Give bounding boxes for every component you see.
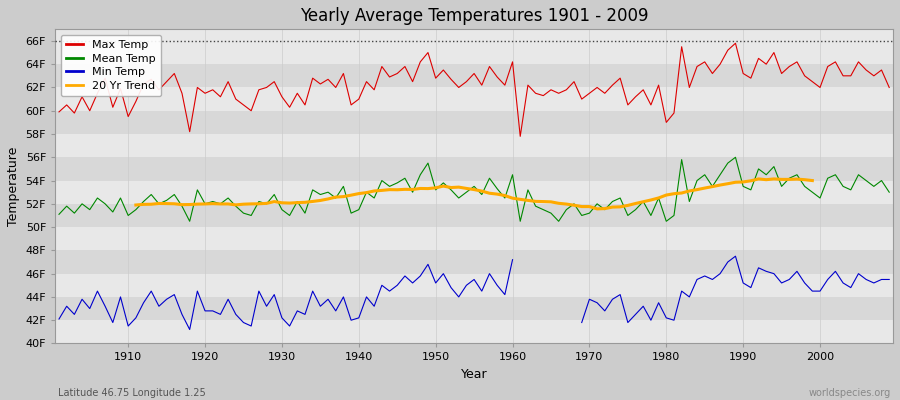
- X-axis label: Year: Year: [461, 368, 488, 381]
- Bar: [55, 204, 893, 227]
- Title: Yearly Average Temperatures 1901 - 2009: Yearly Average Temperatures 1901 - 2009: [300, 7, 648, 25]
- Bar: [55, 111, 893, 134]
- Bar: [55, 157, 893, 180]
- Bar: [55, 274, 893, 297]
- Legend: Max Temp, Mean Temp, Min Temp, 20 Yr Trend: Max Temp, Mean Temp, Min Temp, 20 Yr Tre…: [60, 35, 161, 96]
- Text: Latitude 46.75 Longitude 1.25: Latitude 46.75 Longitude 1.25: [58, 388, 206, 398]
- Bar: [55, 134, 893, 157]
- Bar: [55, 320, 893, 344]
- Bar: [55, 180, 893, 204]
- Bar: [55, 64, 893, 88]
- Text: worldspecies.org: worldspecies.org: [809, 388, 891, 398]
- Y-axis label: Temperature: Temperature: [7, 147, 20, 226]
- Bar: [55, 250, 893, 274]
- Bar: [55, 297, 893, 320]
- Bar: [55, 227, 893, 250]
- Bar: [55, 88, 893, 111]
- Bar: [55, 41, 893, 64]
